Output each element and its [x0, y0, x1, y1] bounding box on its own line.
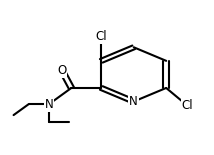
Text: Cl: Cl	[182, 99, 193, 112]
Text: Cl: Cl	[95, 30, 107, 43]
Text: N: N	[45, 98, 53, 111]
Text: N: N	[129, 95, 138, 108]
Text: O: O	[57, 64, 66, 77]
